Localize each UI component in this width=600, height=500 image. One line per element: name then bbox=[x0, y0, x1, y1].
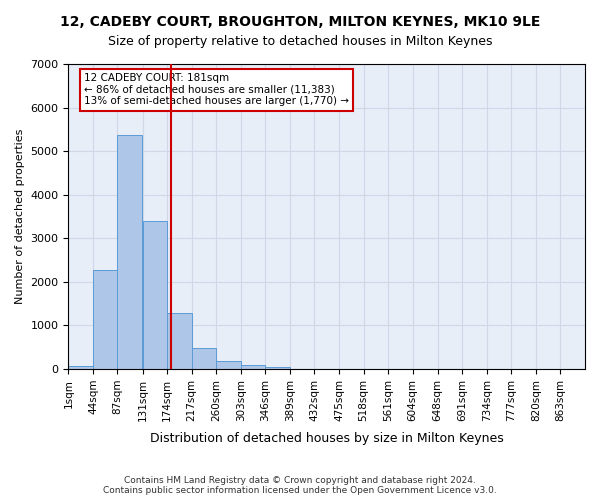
Bar bbox=[118, 135, 142, 369]
Text: 12 CADEBY COURT: 181sqm
← 86% of detached houses are smaller (11,383)
13% of sem: 12 CADEBY COURT: 181sqm ← 86% of detache… bbox=[84, 73, 349, 106]
Bar bbox=[241, 365, 265, 369]
Bar bbox=[143, 221, 167, 369]
Bar bbox=[265, 366, 290, 369]
Bar bbox=[167, 314, 192, 369]
Bar bbox=[216, 362, 241, 369]
Text: 12, CADEBY COURT, BROUGHTON, MILTON KEYNES, MK10 9LE: 12, CADEBY COURT, BROUGHTON, MILTON KEYN… bbox=[60, 15, 540, 29]
Bar bbox=[192, 348, 216, 369]
Text: Size of property relative to detached houses in Milton Keynes: Size of property relative to detached ho… bbox=[108, 35, 492, 48]
Bar bbox=[68, 366, 93, 369]
Y-axis label: Number of detached properties: Number of detached properties bbox=[15, 129, 25, 304]
Text: Contains HM Land Registry data © Crown copyright and database right 2024.
Contai: Contains HM Land Registry data © Crown c… bbox=[103, 476, 497, 495]
X-axis label: Distribution of detached houses by size in Milton Keynes: Distribution of detached houses by size … bbox=[150, 432, 503, 445]
Bar bbox=[93, 270, 118, 369]
